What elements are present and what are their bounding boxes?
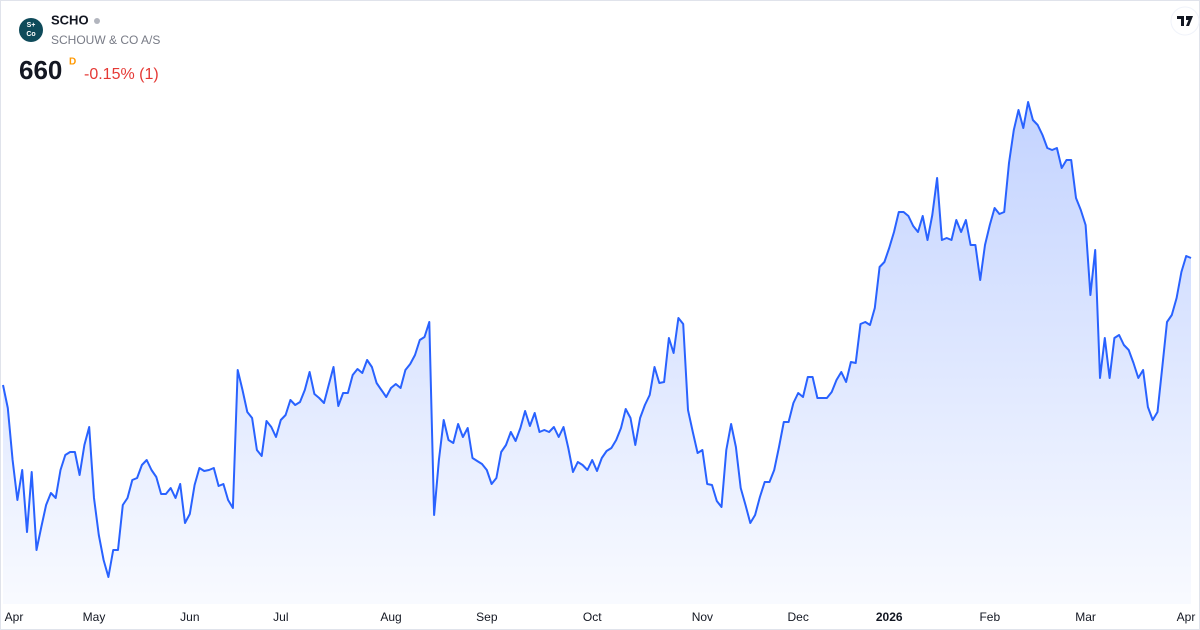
brand-logo[interactable] bbox=[1177, 16, 1193, 26]
price-line bbox=[2, 101, 1192, 578]
x-tick-label: Mar bbox=[1075, 610, 1096, 624]
x-tick-label: Apr bbox=[1177, 610, 1196, 624]
x-tick-label: Jul bbox=[273, 610, 288, 624]
x-tick-label: Oct bbox=[583, 610, 602, 624]
price: 660 bbox=[19, 55, 62, 85]
x-tick-label: Dec bbox=[788, 610, 809, 624]
company-name: SCHOUW & CO A/S bbox=[51, 33, 160, 47]
interval: D bbox=[69, 57, 76, 68]
x-axis: Apr May Jun Jul Aug Sep Oct Nov Dec 2026 Feb Mar Apr bbox=[5, 610, 1196, 624]
x-tick-label: Sep bbox=[476, 610, 498, 624]
x-tick-label: May bbox=[83, 610, 106, 624]
price-change: -0.15% (1) bbox=[84, 66, 159, 83]
x-tick-label: Aug bbox=[380, 610, 401, 624]
brand-badge[interactable] bbox=[1170, 6, 1200, 36]
x-tick-label: Jun bbox=[180, 610, 199, 624]
x-tick-label: 2026 bbox=[876, 610, 903, 624]
x-tick-label: Apr bbox=[5, 610, 24, 624]
logo bbox=[19, 18, 43, 42]
brand-button[interactable] bbox=[1170, 6, 1200, 36]
x-tick-label: Feb bbox=[979, 610, 1000, 624]
plot-area bbox=[2, 101, 1192, 604]
x-tick-label: Nov bbox=[692, 610, 713, 624]
status-dot bbox=[94, 18, 100, 24]
logo-text: S+ bbox=[27, 22, 36, 29]
logo-text: Co bbox=[26, 31, 35, 38]
area-fill bbox=[3, 102, 1191, 604]
symbol: SCHO bbox=[51, 12, 89, 27]
